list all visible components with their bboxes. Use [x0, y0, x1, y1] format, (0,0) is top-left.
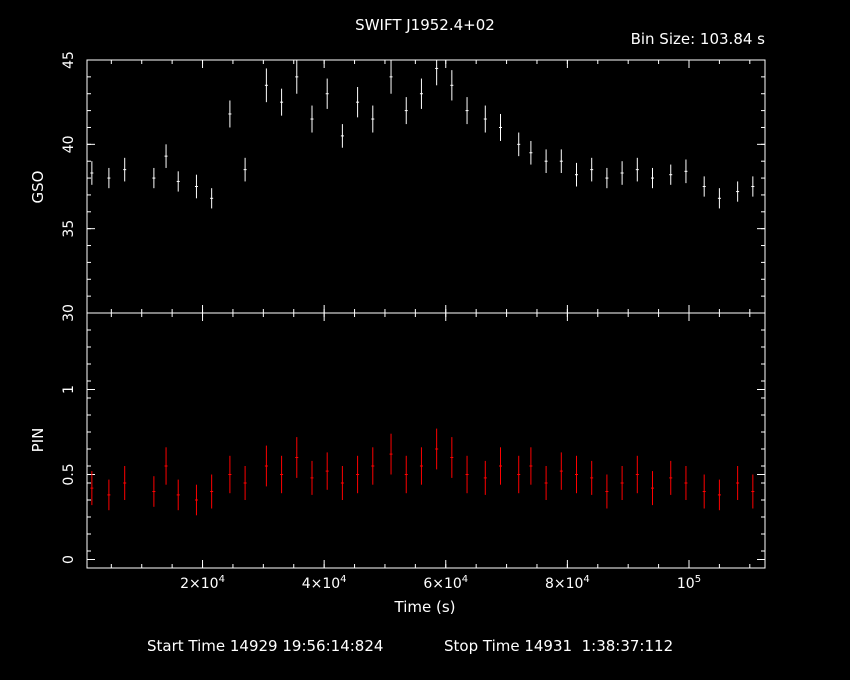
x-tick-label: 105: [677, 574, 701, 592]
chart-title: SWIFT J1952.4+02: [355, 16, 495, 34]
gso-ytick-label: 35: [61, 220, 77, 238]
pin-panel: 0 0.5 1 PIN: [29, 312, 766, 569]
pin-axis-label: PIN: [29, 428, 47, 453]
x-tick-label: 6×104: [423, 574, 468, 592]
stop-time-label: Stop Time 14931 1:38:37:112: [444, 637, 673, 655]
start-time-label: Start Time 14929 19:56:14:824: [147, 637, 383, 655]
bin-size-label: Bin Size: 103.84 s: [631, 30, 766, 48]
gso-frame: [86, 59, 766, 314]
gso-ytick-label: 40: [61, 135, 77, 153]
gso-ytick-label: 30: [61, 304, 77, 322]
x-tick-label: 2×104: [180, 574, 225, 592]
x-tick-label: 8×104: [545, 574, 590, 592]
pin-ytick-label: 0.5: [61, 463, 77, 485]
gso-panel: 30 35 40 45 GSO: [29, 51, 766, 322]
x-tick-label: 4×104: [302, 574, 347, 592]
pin-ytick-label: 0: [61, 555, 77, 564]
gso-ytick-label: 45: [61, 51, 77, 69]
pin-frame: [86, 312, 766, 569]
x-axis-label: Time (s): [394, 598, 456, 616]
gso-axis-label: GSO: [29, 171, 47, 204]
pin-ytick-label: 1: [61, 385, 77, 394]
